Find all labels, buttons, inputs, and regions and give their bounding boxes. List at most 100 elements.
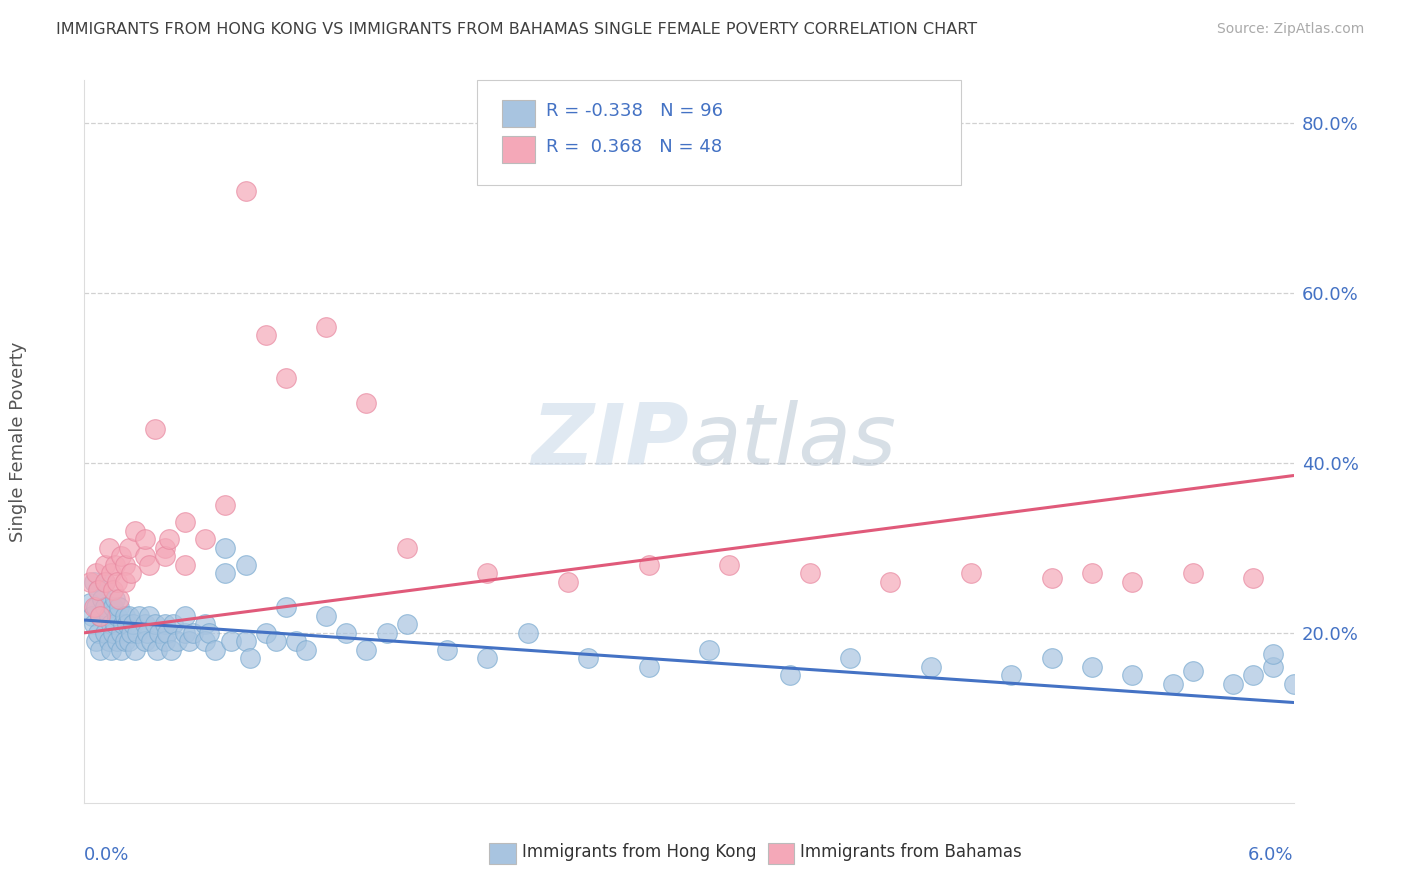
- Point: [436, 642, 458, 657]
- Point: [139, 634, 162, 648]
- Point: [181, 625, 204, 640]
- Point: [110, 625, 132, 640]
- Point: [194, 617, 217, 632]
- Point: [138, 608, 160, 623]
- Point: [120, 566, 142, 581]
- Point: [93, 600, 115, 615]
- Text: 0.0%: 0.0%: [84, 847, 129, 864]
- FancyBboxPatch shape: [478, 80, 962, 185]
- Point: [315, 608, 337, 623]
- Point: [114, 574, 136, 589]
- Point: [162, 617, 184, 632]
- Point: [356, 396, 378, 410]
- Text: IMMIGRANTS FROM HONG KONG VS IMMIGRANTS FROM BAHAMAS SINGLE FEMALE POVERTY CORRE: IMMIGRANTS FROM HONG KONG VS IMMIGRANTS …: [56, 22, 977, 37]
- Point: [839, 651, 862, 665]
- Point: [221, 634, 243, 648]
- Point: [718, 558, 741, 572]
- Point: [125, 625, 148, 640]
- Point: [104, 591, 127, 606]
- Point: [235, 558, 257, 572]
- Text: R =  0.368   N = 48: R = 0.368 N = 48: [547, 138, 723, 156]
- Point: [138, 558, 160, 572]
- Text: 6.0%: 6.0%: [1249, 847, 1294, 864]
- Point: [134, 533, 156, 547]
- Point: [97, 634, 120, 648]
- Point: [264, 634, 287, 648]
- Point: [1040, 570, 1063, 584]
- Point: [89, 642, 111, 657]
- Point: [1241, 570, 1264, 584]
- Point: [254, 328, 277, 343]
- Point: [89, 608, 111, 623]
- Point: [100, 566, 122, 581]
- Point: [1263, 647, 1285, 661]
- Point: [174, 625, 197, 640]
- Point: [120, 625, 142, 640]
- Point: [557, 574, 579, 589]
- Point: [134, 634, 156, 648]
- Point: [157, 533, 180, 547]
- Point: [134, 617, 156, 632]
- Point: [335, 625, 357, 640]
- Point: [697, 642, 720, 657]
- Point: [114, 634, 136, 648]
- Point: [1121, 668, 1143, 682]
- Point: [89, 608, 111, 623]
- Point: [105, 608, 128, 623]
- Point: [920, 660, 942, 674]
- Point: [134, 549, 156, 564]
- Point: [83, 600, 105, 615]
- Point: [114, 608, 136, 623]
- Point: [79, 596, 101, 610]
- Point: [174, 558, 197, 572]
- Point: [91, 591, 114, 606]
- Point: [156, 625, 179, 640]
- Point: [477, 651, 499, 665]
- Point: [93, 625, 115, 640]
- Point: [143, 422, 166, 436]
- Point: [1161, 677, 1184, 691]
- Point: [166, 634, 188, 648]
- Point: [239, 651, 262, 665]
- Point: [1121, 574, 1143, 589]
- Point: [104, 617, 127, 632]
- Point: [93, 574, 115, 589]
- Point: [174, 608, 197, 623]
- Point: [143, 617, 166, 632]
- Point: [115, 617, 138, 632]
- Point: [375, 625, 398, 640]
- Text: Single Female Poverty: Single Female Poverty: [8, 342, 27, 541]
- Text: R = -0.338   N = 96: R = -0.338 N = 96: [547, 103, 723, 120]
- Point: [637, 660, 659, 674]
- Point: [194, 533, 217, 547]
- Point: [516, 625, 538, 640]
- Point: [79, 574, 101, 589]
- Point: [110, 549, 132, 564]
- Point: [93, 558, 115, 572]
- Point: [100, 617, 122, 632]
- Point: [235, 184, 257, 198]
- Point: [295, 642, 318, 657]
- Point: [214, 498, 236, 512]
- Point: [160, 642, 183, 657]
- Point: [1040, 651, 1063, 665]
- Point: [135, 625, 157, 640]
- Point: [82, 608, 104, 623]
- Point: [477, 566, 499, 581]
- Point: [153, 634, 176, 648]
- Point: [107, 600, 129, 615]
- Point: [1081, 660, 1104, 674]
- Point: [637, 558, 659, 572]
- Point: [128, 608, 150, 623]
- Point: [274, 371, 297, 385]
- Point: [124, 642, 146, 657]
- Point: [111, 617, 134, 632]
- Point: [1081, 566, 1104, 581]
- Text: atlas: atlas: [689, 400, 897, 483]
- Text: Source: ZipAtlas.com: Source: ZipAtlas.com: [1216, 22, 1364, 37]
- Point: [87, 625, 110, 640]
- Point: [198, 625, 221, 640]
- Point: [1000, 668, 1022, 682]
- Text: Immigrants from Bahamas: Immigrants from Bahamas: [800, 843, 1022, 861]
- Point: [87, 583, 110, 598]
